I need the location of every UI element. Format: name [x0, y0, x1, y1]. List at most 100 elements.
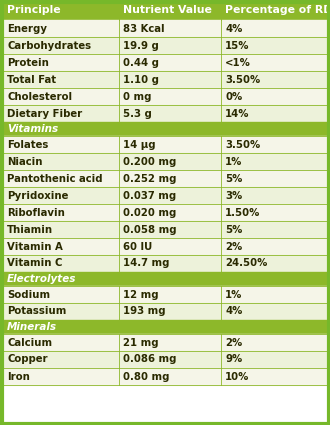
- Text: 14%: 14%: [225, 108, 249, 119]
- Text: Protein: Protein: [7, 57, 49, 68]
- Text: Principle: Principle: [7, 5, 61, 15]
- Text: 1%: 1%: [225, 289, 242, 300]
- Text: 0.037 mg: 0.037 mg: [123, 190, 176, 201]
- Bar: [221, 105, 327, 122]
- Text: Copper: Copper: [7, 354, 48, 365]
- Bar: [3, 221, 119, 238]
- Text: Vitamins: Vitamins: [7, 124, 58, 134]
- Text: Total Fat: Total Fat: [7, 74, 56, 85]
- Bar: [221, 351, 327, 368]
- Bar: [119, 334, 221, 351]
- Bar: [3, 303, 119, 320]
- Text: 14 μg: 14 μg: [123, 139, 156, 150]
- Text: 193 mg: 193 mg: [123, 306, 166, 317]
- Bar: [221, 334, 327, 351]
- Bar: [119, 351, 221, 368]
- Text: 5%: 5%: [225, 173, 242, 184]
- Bar: [3, 105, 119, 122]
- Bar: [221, 20, 327, 37]
- Text: 2%: 2%: [225, 337, 242, 348]
- Text: 1%: 1%: [225, 156, 242, 167]
- Bar: [119, 170, 221, 187]
- Text: 60 IU: 60 IU: [123, 241, 152, 252]
- Bar: [221, 221, 327, 238]
- Bar: [3, 0, 327, 20]
- Bar: [119, 187, 221, 204]
- Text: 12 mg: 12 mg: [123, 289, 159, 300]
- Bar: [119, 136, 221, 153]
- Text: 83 Kcal: 83 Kcal: [123, 23, 165, 34]
- Text: Riboflavin: Riboflavin: [7, 207, 65, 218]
- Bar: [221, 303, 327, 320]
- Text: Thiamin: Thiamin: [7, 224, 53, 235]
- Bar: [221, 136, 327, 153]
- Bar: [3, 122, 327, 136]
- Bar: [3, 320, 327, 334]
- Text: 4%: 4%: [225, 306, 242, 317]
- Text: 0%: 0%: [225, 91, 242, 102]
- Bar: [119, 37, 221, 54]
- Text: 1.50%: 1.50%: [225, 207, 260, 218]
- Text: 0.058 mg: 0.058 mg: [123, 224, 177, 235]
- Text: 0.200 mg: 0.200 mg: [123, 156, 176, 167]
- Text: Pantothenic acid: Pantothenic acid: [7, 173, 103, 184]
- Text: Folates: Folates: [7, 139, 49, 150]
- Text: Niacin: Niacin: [7, 156, 43, 167]
- Bar: [3, 272, 327, 286]
- Text: 21 mg: 21 mg: [123, 337, 159, 348]
- Text: 0.44 g: 0.44 g: [123, 57, 159, 68]
- Bar: [221, 170, 327, 187]
- Text: 3.50%: 3.50%: [225, 139, 260, 150]
- Text: 0 mg: 0 mg: [123, 91, 151, 102]
- Bar: [119, 153, 221, 170]
- Text: 3%: 3%: [225, 190, 242, 201]
- Text: Vitamin C: Vitamin C: [7, 258, 62, 269]
- Text: Energy: Energy: [7, 23, 47, 34]
- Text: 14.7 mg: 14.7 mg: [123, 258, 170, 269]
- Text: 3.50%: 3.50%: [225, 74, 260, 85]
- Bar: [3, 368, 119, 385]
- Text: Dietary Fiber: Dietary Fiber: [7, 108, 82, 119]
- Text: 0.252 mg: 0.252 mg: [123, 173, 177, 184]
- Text: Calcium: Calcium: [7, 337, 52, 348]
- Text: 9%: 9%: [225, 354, 242, 365]
- Bar: [221, 153, 327, 170]
- Bar: [3, 351, 119, 368]
- Bar: [119, 54, 221, 71]
- Bar: [3, 54, 119, 71]
- Bar: [3, 170, 119, 187]
- Bar: [119, 238, 221, 255]
- Bar: [3, 286, 119, 303]
- Bar: [221, 238, 327, 255]
- Bar: [3, 20, 119, 37]
- Text: 2%: 2%: [225, 241, 242, 252]
- Text: 24.50%: 24.50%: [225, 258, 267, 269]
- Text: Vitamin A: Vitamin A: [7, 241, 63, 252]
- Text: Electrolytes: Electrolytes: [7, 274, 76, 284]
- Text: 10%: 10%: [225, 371, 249, 382]
- Bar: [119, 204, 221, 221]
- Bar: [221, 204, 327, 221]
- Bar: [221, 187, 327, 204]
- Text: Cholesterol: Cholesterol: [7, 91, 72, 102]
- Text: 0.020 mg: 0.020 mg: [123, 207, 176, 218]
- Text: Minerals: Minerals: [7, 322, 57, 332]
- Text: 5%: 5%: [225, 224, 242, 235]
- Bar: [3, 238, 119, 255]
- Text: 4%: 4%: [225, 23, 242, 34]
- Bar: [221, 368, 327, 385]
- Bar: [3, 88, 119, 105]
- Bar: [221, 255, 327, 272]
- Bar: [3, 204, 119, 221]
- Bar: [3, 71, 119, 88]
- Bar: [221, 88, 327, 105]
- Text: Carbohydrates: Carbohydrates: [7, 40, 91, 51]
- Bar: [3, 136, 119, 153]
- Text: <1%: <1%: [225, 57, 251, 68]
- Bar: [119, 255, 221, 272]
- Text: Sodium: Sodium: [7, 289, 50, 300]
- Bar: [221, 71, 327, 88]
- Bar: [3, 255, 119, 272]
- Bar: [221, 54, 327, 71]
- Bar: [3, 37, 119, 54]
